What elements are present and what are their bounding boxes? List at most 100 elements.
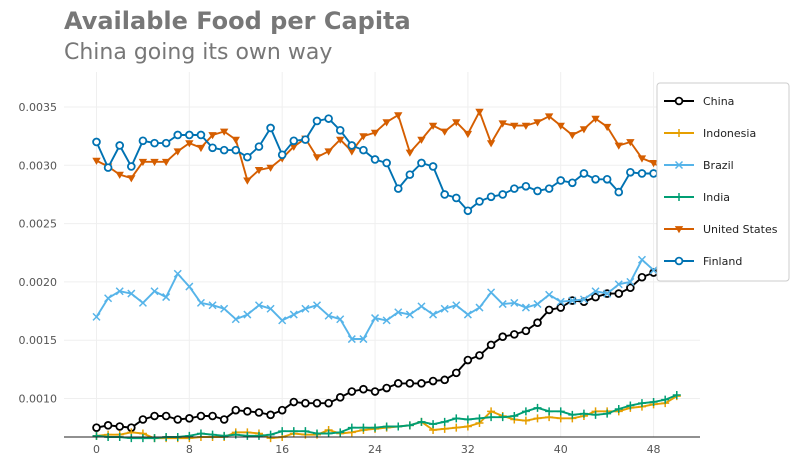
data-point bbox=[510, 412, 519, 421]
data-point bbox=[278, 427, 287, 436]
data-point bbox=[173, 130, 183, 140]
data-point bbox=[324, 311, 333, 320]
data-point bbox=[347, 387, 357, 396]
data-point bbox=[150, 287, 159, 296]
data-point bbox=[545, 290, 554, 299]
data-point bbox=[674, 226, 684, 234]
series-china bbox=[92, 257, 682, 432]
legend-label: Indonesia bbox=[703, 127, 756, 140]
data-point bbox=[243, 431, 252, 440]
data-point bbox=[591, 174, 600, 184]
data-point bbox=[487, 288, 496, 297]
data-point bbox=[626, 139, 635, 147]
data-point bbox=[185, 431, 194, 440]
y-tick-label: 0.0010 bbox=[19, 393, 58, 406]
data-point bbox=[115, 171, 124, 179]
data-point bbox=[382, 119, 391, 127]
data-point bbox=[324, 429, 333, 438]
data-point bbox=[545, 407, 554, 416]
legend-item: Brazil bbox=[664, 159, 734, 172]
data-point bbox=[452, 414, 461, 423]
data-point bbox=[533, 119, 542, 127]
data-point bbox=[463, 206, 473, 216]
data-point bbox=[301, 304, 310, 313]
data-point bbox=[675, 193, 683, 201]
legend-label: India bbox=[703, 191, 730, 204]
data-point bbox=[266, 123, 275, 133]
data-point bbox=[579, 409, 588, 418]
series-line bbox=[96, 394, 678, 440]
data-point bbox=[487, 413, 496, 422]
data-point bbox=[556, 414, 565, 423]
data-point bbox=[324, 148, 333, 156]
data-point bbox=[510, 330, 519, 339]
data-point bbox=[440, 424, 449, 433]
data-point bbox=[347, 423, 356, 432]
data-point bbox=[92, 312, 101, 321]
data-point bbox=[150, 434, 159, 443]
data-point bbox=[568, 296, 577, 305]
data-point bbox=[394, 308, 403, 317]
data-point bbox=[498, 300, 507, 309]
data-point bbox=[591, 115, 600, 123]
y-tick-label: 0.0030 bbox=[19, 159, 58, 172]
data-point bbox=[649, 160, 658, 168]
data-point bbox=[544, 113, 554, 121]
data-point bbox=[579, 169, 589, 178]
data-point bbox=[231, 405, 241, 415]
data-point bbox=[568, 178, 577, 188]
data-point bbox=[533, 300, 542, 309]
legend-label: United States bbox=[703, 223, 778, 236]
data-point bbox=[185, 282, 194, 291]
data-point bbox=[463, 415, 472, 424]
data-point bbox=[393, 184, 403, 193]
data-point bbox=[510, 122, 519, 130]
data-point bbox=[92, 423, 101, 432]
data-point bbox=[138, 434, 147, 443]
data-point bbox=[591, 410, 600, 419]
data-point bbox=[115, 422, 125, 431]
data-point bbox=[138, 158, 148, 167]
data-point bbox=[92, 431, 101, 440]
data-point bbox=[637, 272, 647, 282]
data-point bbox=[672, 391, 681, 400]
data-point bbox=[521, 122, 531, 130]
data-point bbox=[231, 136, 240, 144]
data-point bbox=[417, 417, 426, 426]
data-point bbox=[312, 154, 322, 162]
legend-item: Finland bbox=[664, 255, 742, 268]
data-point bbox=[289, 310, 298, 319]
data-point bbox=[417, 302, 426, 311]
data-point bbox=[301, 135, 310, 144]
data-point bbox=[626, 283, 635, 293]
data-point bbox=[603, 289, 612, 298]
series-line bbox=[96, 395, 678, 440]
data-point bbox=[243, 310, 252, 319]
data-point bbox=[289, 136, 299, 146]
data-point bbox=[138, 136, 148, 146]
data-point bbox=[556, 122, 565, 130]
data-point bbox=[138, 415, 148, 424]
data-point bbox=[254, 431, 263, 440]
data-point bbox=[243, 152, 252, 162]
data-point bbox=[440, 417, 449, 426]
legend-box bbox=[656, 82, 790, 282]
data-point bbox=[371, 423, 380, 432]
data-point bbox=[243, 407, 252, 416]
data-point bbox=[475, 414, 484, 423]
data-point bbox=[614, 142, 623, 150]
chart-title: Available Food per Capita bbox=[64, 7, 411, 35]
x-tick-label: 32 bbox=[461, 443, 475, 456]
data-point bbox=[475, 303, 484, 312]
data-point bbox=[254, 408, 264, 417]
y-tick-label: 0.0015 bbox=[19, 334, 58, 347]
data-point bbox=[440, 190, 449, 199]
data-point bbox=[150, 411, 159, 421]
legend-label: Finland bbox=[703, 255, 742, 268]
data-point bbox=[382, 316, 391, 325]
data-point bbox=[533, 186, 542, 196]
data-point bbox=[336, 136, 345, 144]
data-point bbox=[266, 410, 275, 420]
data-point bbox=[440, 128, 449, 136]
